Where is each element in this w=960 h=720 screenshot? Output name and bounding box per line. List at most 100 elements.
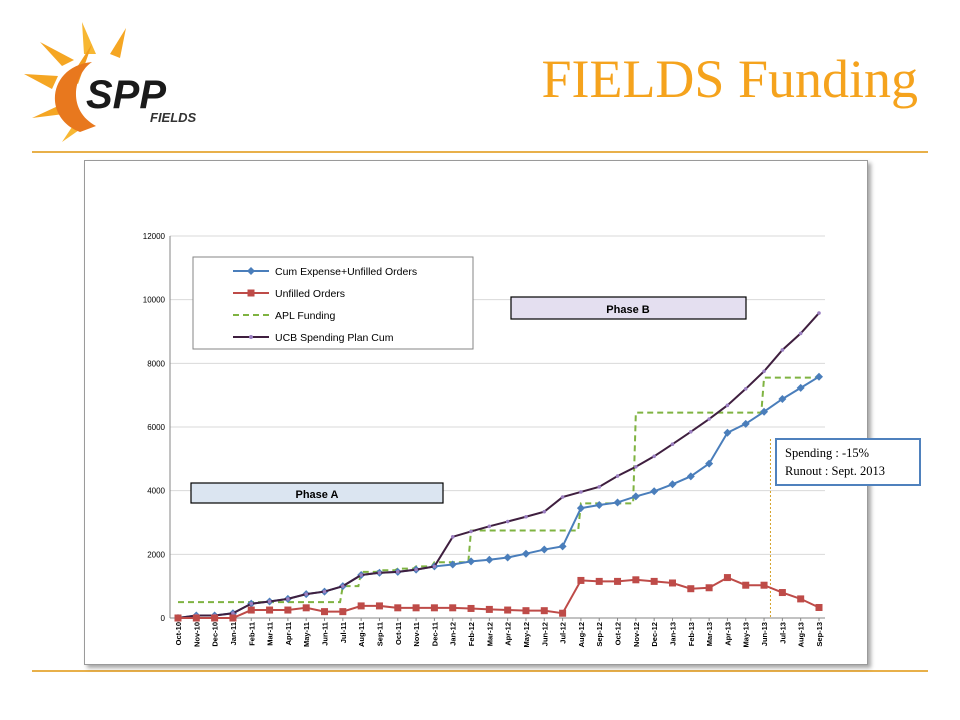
data-point: [668, 480, 677, 489]
data-point: [778, 394, 787, 403]
data-point: [247, 606, 255, 614]
data-point: [286, 597, 290, 601]
x-tick-label: Dec-12: [650, 622, 659, 647]
y-tick-label: 4000: [147, 487, 165, 496]
data-point: [615, 474, 620, 478]
data-point: [357, 602, 365, 610]
x-tick-label: Jun-13: [760, 622, 769, 646]
data-point: [558, 542, 567, 551]
x-tick-label: Oct-10: [174, 622, 183, 645]
data-point: [449, 604, 457, 612]
series-line-3: [177, 312, 820, 619]
data-point: [229, 614, 237, 622]
data-point: [762, 369, 766, 374]
x-tick-label: May-11: [302, 622, 311, 647]
data-point: [322, 589, 327, 594]
data-point: [668, 579, 676, 587]
data-point: [485, 605, 493, 613]
data-point: [613, 498, 622, 507]
data-point: [652, 454, 656, 459]
legend-swatch-marker: [247, 289, 255, 297]
data-point: [503, 553, 512, 562]
data-point: [375, 602, 383, 610]
data-point: [540, 545, 549, 554]
data-point: [687, 585, 695, 593]
data-point: [780, 348, 785, 352]
data-point: [359, 573, 363, 577]
x-tick-label: Nov-10: [192, 622, 201, 647]
x-tick-label: Aug-11: [357, 622, 366, 647]
page-title: FIELDS Funding: [541, 49, 918, 109]
data-point: [412, 604, 420, 612]
data-point: [521, 549, 530, 558]
data-point: [778, 589, 786, 597]
funding-chart: 0 2000 4000 6000 8000 10000 12000 Oct-10 Nov-10 D…: [143, 232, 825, 647]
data-point: [522, 607, 530, 615]
data-point: [798, 331, 803, 336]
series-line-2: [178, 376, 819, 604]
x-tick-label: Apr-11: [284, 622, 293, 645]
x-tick-label: Dec-11: [430, 622, 439, 646]
data-point: [395, 570, 400, 574]
data-point: [469, 529, 473, 534]
data-point: [743, 387, 748, 391]
x-tick-label: Apr-13: [723, 622, 732, 646]
phase-b-label: Phase B: [606, 304, 649, 316]
logo-subword: FIELDS: [150, 110, 197, 125]
x-tick-label: Jun-12: [540, 622, 549, 646]
data-point: [524, 514, 528, 519]
x-tick-label: Jul-11: [339, 622, 348, 643]
x-tick-label: Mar-13: [705, 622, 714, 646]
x-tick-label: Jan-12: [449, 622, 458, 646]
data-point: [211, 614, 219, 622]
data-point: [634, 464, 638, 469]
phase-a-label: Phase A: [295, 489, 338, 501]
data-point: [705, 584, 713, 592]
chart-frame: 0 2000 4000 6000 8000 10000 12000 Oct-10 Nov-10 D…: [84, 160, 868, 665]
spp-fields-logo: SPP FIELDS: [24, 22, 197, 142]
x-tick-label: Apr-12: [504, 622, 513, 646]
data-point: [542, 509, 547, 514]
data-point: [595, 577, 603, 585]
data-point: [174, 614, 182, 622]
data-point: [650, 577, 658, 585]
data-point: [815, 603, 823, 611]
callout-spending: Spending : -15%: [785, 446, 870, 460]
legend-box: [192, 256, 474, 350]
data-point: [504, 606, 512, 614]
x-tick-label: Feb-13: [687, 622, 696, 646]
sun-rays-icon: [24, 22, 126, 142]
data-point: [595, 500, 604, 509]
data-point: [576, 504, 585, 513]
callout-runout: Runout : Sept. 2013: [785, 464, 886, 478]
data-point: [632, 576, 640, 584]
data-point: [414, 567, 418, 572]
x-tick-label: Feb-11: [247, 622, 256, 646]
x-tick-label: Jun-11: [321, 622, 330, 646]
data-point: [540, 607, 548, 615]
data-point: [670, 442, 675, 446]
data-point: [266, 606, 274, 614]
x-tick-label: May-12: [522, 622, 531, 647]
data-point: [707, 417, 711, 421]
data-point: [631, 492, 640, 501]
sun-ring-icon: [54, 62, 96, 132]
y-tick-label: 2000: [147, 550, 165, 559]
data-point: [321, 608, 329, 616]
data-point: [377, 570, 382, 575]
data-point: [267, 599, 272, 604]
data-point: [341, 584, 345, 588]
x-tick-label: Mar-11: [266, 622, 275, 646]
x-tick-label: Nov-12: [632, 622, 641, 647]
phase-a-box: [190, 482, 444, 504]
data-point: [741, 419, 750, 428]
data-point: [249, 601, 254, 606]
data-point: [817, 311, 821, 315]
data-point: [760, 581, 768, 589]
data-point: [304, 592, 308, 596]
header-divider: [32, 151, 928, 153]
x-tick-label: Jul-13: [778, 622, 787, 644]
data-point: [394, 604, 402, 612]
data-point: [597, 485, 602, 489]
legend-label: Unfilled Orders: [275, 288, 345, 300]
